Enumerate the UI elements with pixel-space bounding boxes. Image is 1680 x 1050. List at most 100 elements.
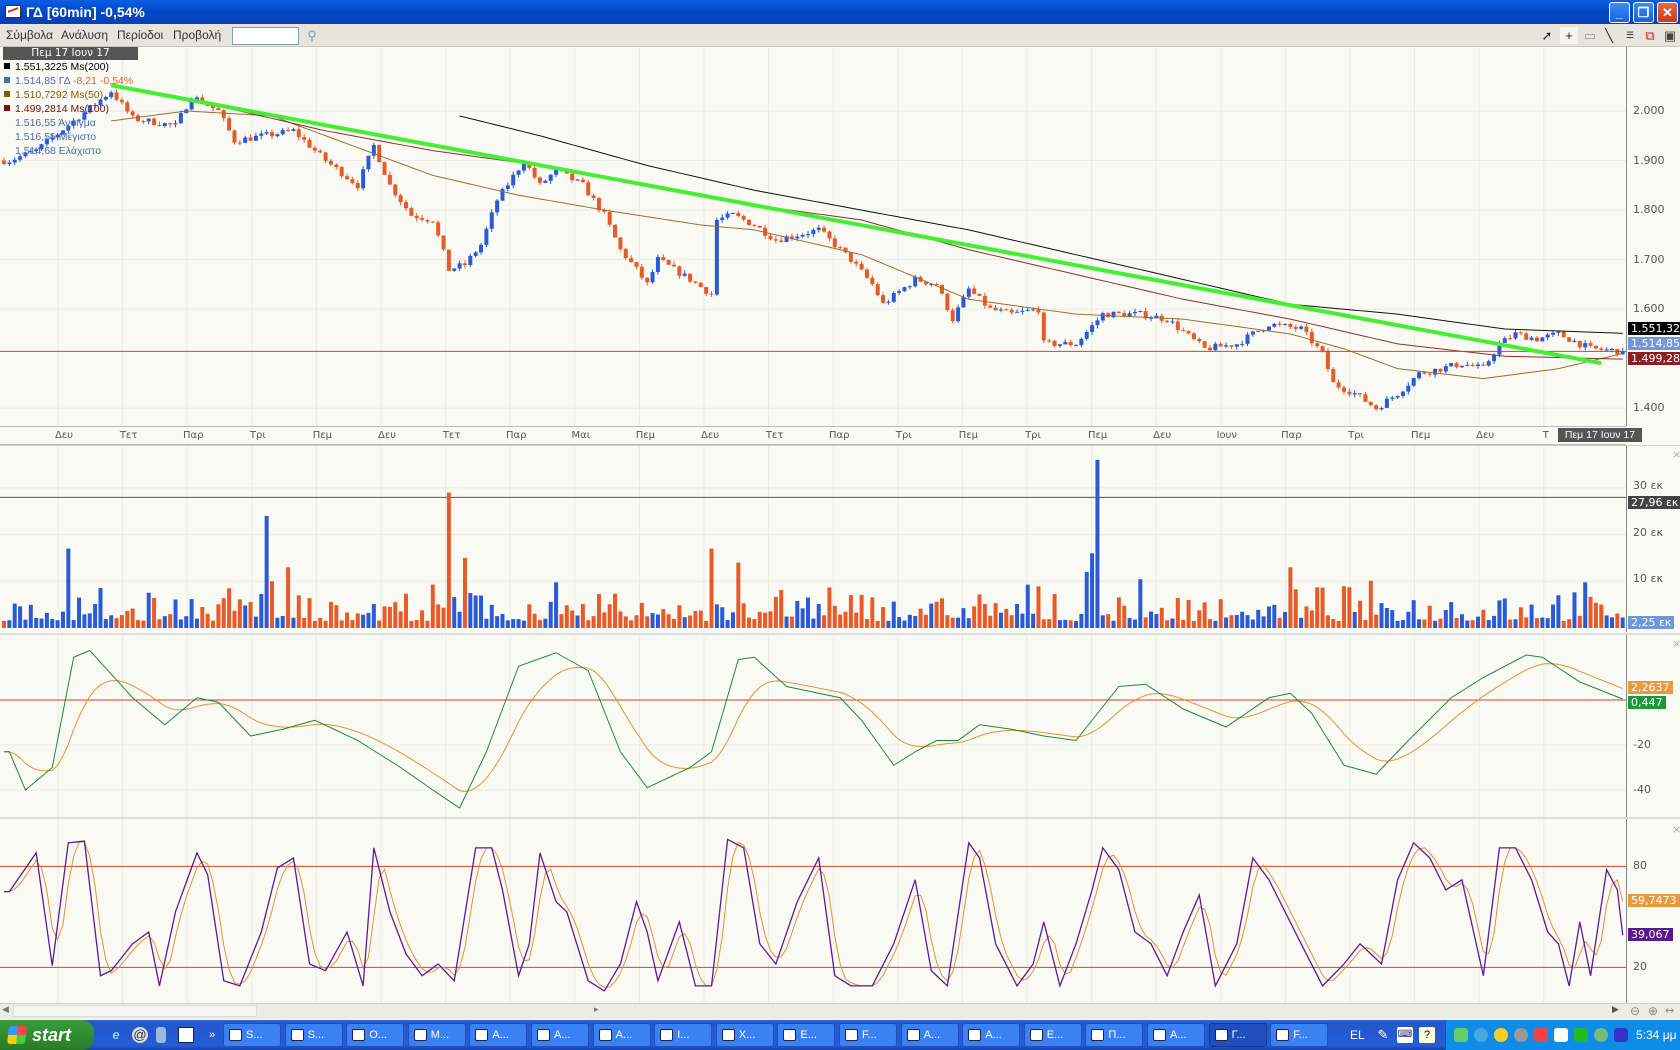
- minimize-button[interactable]: _: [1609, 2, 1630, 23]
- security-tray-icon[interactable]: [1494, 1028, 1508, 1042]
- pen-icon[interactable]: ✎: [1377, 1027, 1389, 1042]
- restore-button[interactable]: ❐: [1633, 2, 1654, 23]
- mail-tray-icon[interactable]: [1534, 1028, 1548, 1042]
- volume-bar: [1336, 620, 1341, 628]
- taskbar-button[interactable]: I...: [654, 1023, 713, 1047]
- menu-symbols[interactable]: Σύμβολα: [6, 28, 53, 42]
- taskbar-button[interactable]: E...: [1023, 1023, 1082, 1047]
- candle-body: [1047, 340, 1052, 342]
- outlook-quicklaunch-icon[interactable]: @: [132, 1027, 148, 1043]
- volume-bar: [1476, 616, 1480, 628]
- candle-body: [966, 288, 971, 297]
- fit-width-icon[interactable]: ↔: [1665, 1004, 1675, 1017]
- time-tick-label: Δευ: [1153, 430, 1172, 441]
- volume-bar: [1459, 614, 1464, 628]
- volume-bar: [1288, 567, 1293, 628]
- candle: [98, 98, 103, 107]
- zoom-out-icon[interactable]: ⊖: [1630, 1004, 1641, 1018]
- language-indicator[interactable]: EL: [1350, 1028, 1365, 1042]
- taskbar-button[interactable]: A...: [900, 1023, 959, 1047]
- taskbar-button[interactable]: M...: [407, 1023, 466, 1047]
- taskbar-button[interactable]: Π...: [1085, 1023, 1144, 1047]
- volume-bar: [205, 613, 210, 628]
- taskbar-button[interactable]: A...: [531, 1023, 589, 1047]
- symbol-search-input[interactable]: [232, 27, 299, 45]
- zoom-in-icon[interactable]: ⊕: [1648, 1004, 1659, 1018]
- menu-periods[interactable]: Περίοδοι: [117, 28, 164, 42]
- taskbar-button[interactable]: X...: [715, 1023, 774, 1047]
- time-tick-label: Πεμ: [312, 430, 333, 441]
- candle: [350, 176, 355, 185]
- scroll-right-arrow[interactable]: ▶: [1612, 1005, 1619, 1015]
- line-tool-icon[interactable]: ╲: [1605, 28, 1613, 43]
- macd-chart[interactable]: [0, 635, 1626, 817]
- volume-chart[interactable]: [0, 446, 1626, 632]
- candle: [1358, 392, 1363, 397]
- candle-body: [125, 102, 130, 112]
- volume-bar: [564, 605, 569, 628]
- taskbar-button[interactable]: F...: [1270, 1023, 1329, 1047]
- taskbar-button[interactable]: S...: [284, 1023, 343, 1047]
- candle: [296, 125, 301, 141]
- ime-icon[interactable]: ⌨: [1397, 1027, 1413, 1043]
- nvidia-tray-icon[interactable]: [1594, 1028, 1608, 1042]
- candle: [1567, 336, 1572, 342]
- stochastic-pane[interactable]: 80 20 × 59,7473 39,067: [0, 817, 1680, 1005]
- scroll-left-arrow[interactable]: ◀: [2, 1005, 9, 1015]
- volume-pane[interactable]: 30 εκ 20 εκ 10 εκ × 27,96 εκ 2,25 εκ: [0, 445, 1680, 632]
- start-button[interactable]: start: [0, 1020, 94, 1050]
- candle: [382, 161, 387, 175]
- macd-pane[interactable]: -20 -40 × 2,2637 0,447: [0, 633, 1680, 817]
- taskbar-button[interactable]: E...: [777, 1023, 836, 1047]
- horizontal-lines-icon[interactable]: ☰: [1625, 30, 1635, 40]
- taskbar-button[interactable]: F...: [839, 1023, 897, 1047]
- chart-icon[interactable]: ⧉: [1645, 28, 1655, 43]
- horizontal-scrollbar[interactable]: ◀ ▸ ▶ ⊖ ⊕ ↔: [0, 1003, 1680, 1019]
- candle-body: [259, 133, 264, 136]
- taskbar-button[interactable]: A...: [1147, 1023, 1205, 1047]
- close-pane-icon[interactable]: ×: [1672, 448, 1680, 461]
- volume-tick-label: 20 εκ: [1633, 525, 1663, 539]
- taskbar-button[interactable]: A...: [962, 1023, 1021, 1047]
- scrollbar-thumb[interactable]: [13, 1005, 257, 1017]
- volume-bar: [1111, 620, 1116, 628]
- candle: [864, 267, 869, 280]
- taskbar-button[interactable]: A...: [469, 1023, 528, 1047]
- pointer-icon[interactable]: ➚: [1541, 28, 1553, 43]
- clock[interactable]: 5:34 μμ: [1636, 1028, 1677, 1042]
- messenger-tray-icon[interactable]: [1474, 1028, 1488, 1042]
- ie-quicklaunch-icon[interactable]: e: [112, 1027, 120, 1042]
- price-chart[interactable]: [0, 47, 1626, 426]
- help-icon[interactable]: ?: [1419, 1027, 1435, 1043]
- close-pane-icon[interactable]: ×: [1672, 637, 1680, 650]
- app-tray-icon[interactable]: [1614, 1028, 1628, 1042]
- more-quicklaunch-icon[interactable]: »: [208, 1029, 216, 1041]
- display-tray-icon[interactable]: [1574, 1028, 1588, 1042]
- menu-view[interactable]: Προβολή: [173, 28, 222, 42]
- desktop-quicklaunch-icon[interactable]: [156, 1027, 166, 1043]
- taskbar-button[interactable]: S...: [223, 1023, 281, 1047]
- price-pane[interactable]: 2.000 1.900 1.800 1.700 1.600 1.400: [0, 47, 1680, 426]
- ma100-line: [111, 85, 1623, 360]
- candle-body: [1143, 311, 1148, 319]
- close-button[interactable]: ✕: [1657, 2, 1678, 23]
- taskbar-button[interactable]: A...: [592, 1023, 651, 1047]
- volume-bar: [575, 615, 580, 628]
- window-quicklaunch-icon[interactable]: [178, 1027, 194, 1043]
- close-pane-icon[interactable]: ×: [1672, 823, 1680, 836]
- notes-tray-icon[interactable]: [1554, 1028, 1568, 1042]
- rectangle-icon[interactable]: ▭: [1583, 28, 1597, 43]
- taskbar-button[interactable]: Γ...: [1208, 1023, 1267, 1047]
- candle: [1132, 308, 1137, 316]
- network-tray-icon[interactable]: [1454, 1028, 1468, 1042]
- taskbar-button[interactable]: O...: [346, 1023, 405, 1047]
- crosshair-icon[interactable]: +: [1560, 27, 1578, 44]
- stochastic-chart[interactable]: [0, 819, 1626, 1005]
- volume-tray-icon[interactable]: [1514, 1028, 1528, 1042]
- volume-bar: [484, 618, 489, 628]
- menu-analysis[interactable]: Ανάλυση: [61, 28, 109, 42]
- save-icon[interactable]: ▣: [1663, 28, 1677, 43]
- candle: [763, 224, 768, 239]
- search-icon[interactable]: ⚲: [307, 28, 317, 43]
- candle-body: [875, 284, 880, 296]
